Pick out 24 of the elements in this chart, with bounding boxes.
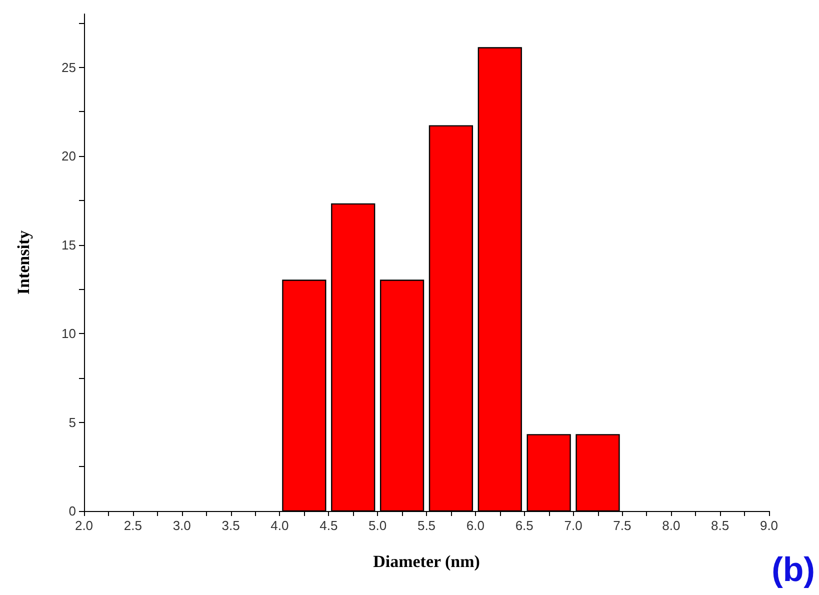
y-tick-label: 20	[62, 148, 76, 164]
y-tick-label: 25	[62, 60, 76, 75]
x-tick-label: 8.5	[711, 518, 730, 533]
x-tick-label: 7.0	[564, 518, 582, 533]
y-tick-label: 0	[68, 504, 76, 518]
x-tick-label: 4.0	[270, 518, 289, 533]
x-tick-label: 3.0	[172, 518, 191, 533]
x-tick-label: 7.5	[613, 518, 632, 533]
x-tick-label: 8.0	[662, 518, 680, 533]
x-tick-label: 6.0	[466, 518, 484, 533]
y-axis-title: Intensity	[14, 230, 33, 295]
x-tick-label: 6.5	[515, 518, 534, 533]
text: (b)	[772, 551, 816, 589]
x-tick-label: 5.0	[368, 518, 387, 533]
y-tick-label: 5	[68, 414, 76, 430]
x-tick-label: 9.0	[760, 518, 778, 533]
x-tick-label: 5.5	[417, 518, 436, 533]
y-tick-label: 15	[62, 237, 76, 252]
y-tick-label: 10	[62, 326, 76, 341]
x-tick-label: 4.5	[320, 518, 338, 533]
x-tick-label: 2.5	[124, 518, 142, 533]
x-axis-title: Diameter (nm)	[373, 552, 480, 571]
x-tick-label: 3.5	[222, 518, 240, 533]
x-tick-label: 2.0	[74, 518, 94, 533]
